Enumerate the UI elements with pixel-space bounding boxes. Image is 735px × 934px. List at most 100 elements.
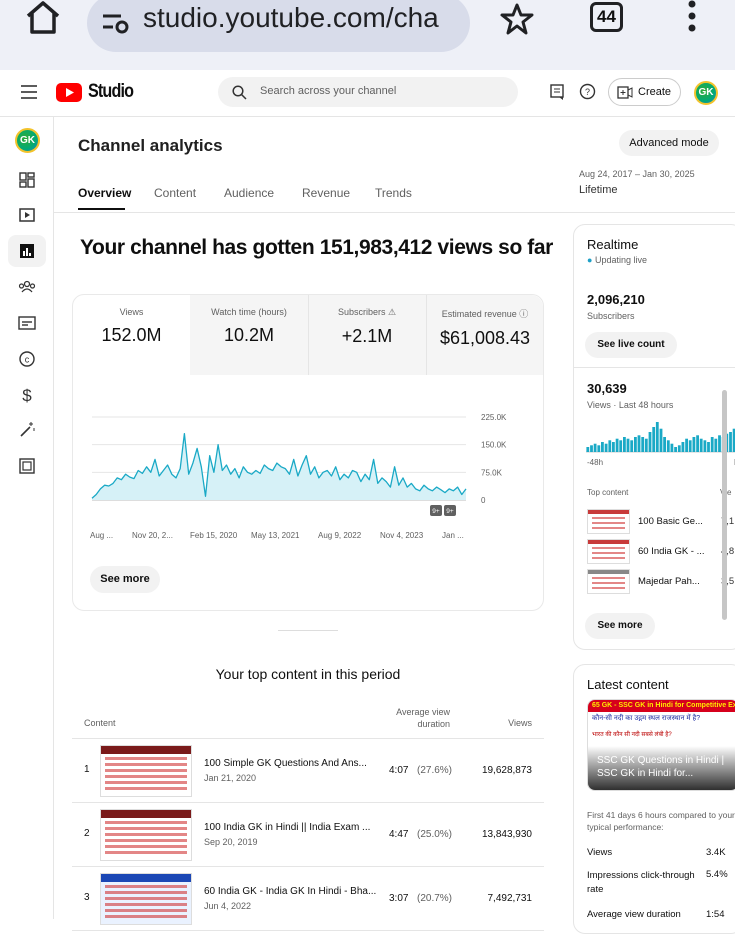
channel-avatar[interactable]: GK	[15, 128, 40, 153]
search-icon[interactable]	[232, 85, 247, 100]
views-chart[interactable]: 225.0K 150.0K 75.0K 0 Aug ... Nov 20, 2... Feb…	[80, 400, 540, 550]
x-tick-label: May 13, 2021	[251, 531, 300, 540]
video-thumbnail[interactable]	[100, 809, 192, 861]
video-thumbnail[interactable]	[100, 873, 192, 925]
content-icon[interactable]	[17, 205, 37, 225]
rt-bar	[729, 432, 732, 452]
chart-event-badge-label: 9+	[446, 508, 454, 515]
realtime-bar-chart[interactable]	[586, 421, 735, 453]
analytics-icon[interactable]	[17, 241, 37, 261]
metric-subscribers[interactable]: Subscribers ⚠ +2.1M	[308, 295, 426, 375]
video-add-icon	[617, 86, 633, 99]
bookmark-star-icon[interactable]	[500, 2, 534, 36]
date-range-label[interactable]: Lifetime	[579, 184, 618, 196]
create-button[interactable]: Create	[608, 78, 681, 106]
latest-stat-label: Views	[587, 847, 613, 858]
tab-overview[interactable]: Overview	[78, 186, 132, 200]
rt-content-item[interactable]: 100 Basic Ge... 7,1	[587, 509, 735, 535]
more-vert-icon[interactable]	[682, 0, 702, 36]
row-rank: 3	[84, 892, 90, 903]
site-settings-icon[interactable]	[101, 10, 131, 34]
rt-bar	[732, 428, 735, 452]
rt-axis-left: -48h	[587, 458, 604, 467]
address-bar[interactable]: studio.youtube.com/cha	[87, 0, 470, 52]
rt-see-more-button[interactable]: See more	[585, 613, 655, 639]
row-avg-duration: 4:47	[389, 829, 409, 840]
rt-bar	[634, 437, 637, 452]
metric-views[interactable]: Views 152.0M	[73, 295, 190, 375]
thumb-question-2: भारत की कौन सी नदी सबसे लंबी है?	[592, 732, 672, 738]
metric-divider	[308, 295, 309, 375]
rt-bar	[601, 442, 604, 452]
rt-bar	[655, 422, 659, 452]
customization-icon[interactable]	[17, 420, 37, 440]
subtitles-icon[interactable]	[17, 313, 37, 333]
table-row[interactable]: 1 100 Simple GK Questions And Ans... Jan 2…	[72, 739, 544, 803]
row-title[interactable]: 100 India GK in Hindi || India Exam ...	[204, 822, 371, 833]
rt-bar	[677, 445, 681, 452]
x-tick-label: Aug 9, 2022	[318, 531, 362, 540]
dashboard-icon[interactable]	[17, 170, 37, 190]
realtime-subs-label: Subscribers	[587, 311, 635, 321]
metric-label: Views	[119, 307, 144, 317]
latest-video-title: SSC GK Questions in Hindi | SSC GK in Hi…	[597, 755, 725, 779]
search-bar[interactable]: Search across your channel	[218, 77, 518, 107]
rt-bar	[644, 438, 648, 452]
studio-logo[interactable]: Studio	[56, 81, 138, 103]
see-more-button[interactable]: See more	[90, 566, 160, 593]
tab-trends[interactable]: Trends	[375, 186, 412, 200]
svg-text:$: $	[22, 386, 32, 405]
advanced-mode-button[interactable]: Advanced mode	[619, 130, 719, 156]
metric-value: 152.0M	[101, 325, 162, 345]
rt-bar	[663, 437, 666, 452]
copyright-icon[interactable]: c	[17, 349, 37, 369]
rt-bar	[593, 443, 597, 452]
row-title[interactable]: 100 Simple GK Questions And Ans...	[204, 758, 367, 769]
rt-content-item[interactable]: Majedar Pah... 3,5	[587, 569, 735, 595]
page-title: Channel analytics	[78, 136, 223, 155]
row-avg-duration: 3:07	[389, 893, 409, 904]
rt-item-title: Majedar Pah...	[638, 576, 700, 587]
table-row[interactable]: 2 100 India GK in Hindi || India Exam ...…	[72, 803, 544, 867]
rt-bar	[670, 443, 674, 452]
help-icon[interactable]: ?	[579, 83, 596, 100]
col-avg-duration[interactable]: Average view duration	[396, 707, 450, 729]
metric-revenue[interactable]: Estimated revenue ⓘ $61,008.43	[426, 295, 544, 375]
latest-stat-value: 5.4%	[706, 869, 728, 880]
rt-bar	[608, 440, 612, 452]
metric-value: 10.2M	[223, 325, 275, 345]
rt-bar	[692, 437, 696, 452]
row-date: Sep 20, 2019	[204, 837, 258, 847]
warning-icon: ⚠	[387, 307, 397, 317]
row-title[interactable]: 60 India GK - India GK In Hindi - Bha...	[204, 886, 377, 897]
tab-revenue[interactable]: Revenue	[302, 186, 351, 200]
col-content: Content	[84, 718, 116, 728]
latest-video-thumbnail[interactable]: 65 GK - SSC GK in Hindi for Competitive …	[587, 699, 735, 791]
metric-watch-time[interactable]: Watch time (hours) 10.2M	[190, 295, 308, 375]
table-row[interactable]: 3 60 India GK - India GK In Hindi - Bha..…	[72, 867, 544, 931]
community-icon[interactable]	[17, 277, 37, 297]
tab-content[interactable]: Content	[154, 186, 197, 200]
realtime-scrollbar[interactable]	[722, 390, 727, 620]
rt-bar	[604, 443, 608, 452]
youtube-logo-icon	[56, 82, 82, 102]
rt-content-item[interactable]: 60 India GK - ... 4,8	[587, 539, 735, 565]
rt-bar	[615, 438, 619, 452]
rt-item-views: 4,8	[721, 546, 735, 557]
rt-bar	[688, 440, 692, 452]
see-live-count-button[interactable]: See live count	[585, 332, 677, 358]
metric-value: $61,008.43	[439, 328, 531, 348]
tab-switcher-button[interactable]: 44	[590, 2, 623, 32]
menu-icon[interactable]	[20, 85, 38, 99]
earn-icon[interactable]: $	[17, 385, 37, 405]
video-thumbnail[interactable]	[100, 745, 192, 797]
home-icon[interactable]	[24, 0, 62, 36]
feedback-icon[interactable]	[550, 84, 564, 100]
account-avatar[interactable]: GK	[694, 81, 718, 105]
audio-library-icon[interactable]	[17, 456, 37, 476]
rt-bar	[623, 437, 626, 452]
rt-bar	[710, 437, 714, 452]
col-views[interactable]: Views	[508, 718, 532, 728]
tab-audience[interactable]: Audience	[224, 186, 275, 200]
rt-bar	[648, 432, 652, 452]
